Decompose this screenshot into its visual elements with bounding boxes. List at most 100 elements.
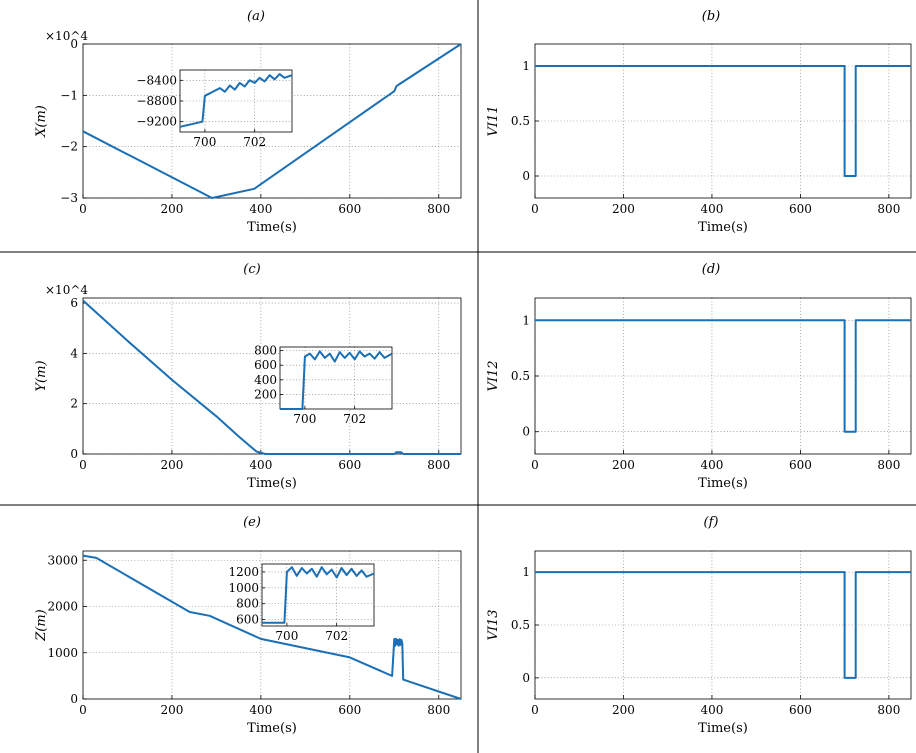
y-tick-label: 2 <box>70 397 78 411</box>
y-exponent-label: ×10^4 <box>45 283 88 297</box>
inset-y-tick-label: 200 <box>254 387 277 401</box>
inset-e: 700 702 600 800 1000 1200 <box>228 563 375 643</box>
y-exponent-label: ×10^4 <box>45 29 88 43</box>
y-tick-label: −1 <box>60 88 78 102</box>
x-tick-label: 400 <box>700 703 723 717</box>
y-axis-label: VI13 <box>486 609 501 640</box>
x-tick-label: 800 <box>877 703 900 717</box>
inset-a: 700 702 −8400 −8800 −9200 <box>136 69 293 149</box>
y-tick-label: −3 <box>60 191 78 205</box>
x-tick-label: 800 <box>877 458 900 472</box>
series-line <box>535 65 911 177</box>
x-tick-label: 0 <box>531 458 539 472</box>
x-tick-label: 200 <box>612 458 635 472</box>
inset-y-tick-label: −9200 <box>136 115 177 129</box>
x-tick-label: 0 <box>79 703 87 717</box>
y-tick-label: 1000 <box>47 646 78 660</box>
y-tick-label: 0 <box>522 425 530 439</box>
x-tick-label: 0 <box>79 458 87 472</box>
x-tick-label: 600 <box>789 703 812 717</box>
series-line <box>535 571 911 679</box>
panel-label: (b) <box>702 9 720 24</box>
y-axis-label: Y(m) <box>34 360 49 391</box>
y-axis-label: VI12 <box>486 360 501 391</box>
x-tick-label: 600 <box>789 202 812 216</box>
x-axis-label: Time(s) <box>247 220 297 235</box>
y-tick-label: 1 <box>522 59 530 73</box>
series-line <box>82 43 462 199</box>
plot-frame <box>82 43 462 199</box>
x-tick-label: 600 <box>338 703 361 717</box>
plot-frame <box>534 550 912 700</box>
plot-frame <box>534 297 912 455</box>
panel-d: (d) 0 200 400 600 800 0 0.5 1 Time(s) VI12 <box>486 262 912 491</box>
panel-f: (f) 0 200 400 600 800 0 0.5 1 Time(s) VI13 <box>486 515 912 736</box>
inset-series-line <box>262 566 375 624</box>
inset-y-tick-label: 800 <box>236 597 259 611</box>
x-tick-label: 200 <box>160 458 183 472</box>
inset-x-tick-label: 702 <box>343 412 366 426</box>
panel-a: (a)0 200 400 600 800−3−2−10×10^4Time(s)X(m)7… <box>34 9 462 235</box>
y-tick-label: 0 <box>522 671 530 685</box>
panel-e: (e) 0 200 400 600 800 0 1000 2000 3000 Time(s) Z(m)… <box>34 515 462 736</box>
y-tick-label: 0 <box>70 447 78 461</box>
x-tick-label: 800 <box>427 458 450 472</box>
inset-frame <box>279 346 393 410</box>
x-tick-label: 200 <box>160 202 183 216</box>
series-line <box>535 319 911 433</box>
x-axis-label: Time(s) <box>247 721 297 736</box>
y-tick-label: 0.5 <box>511 114 530 128</box>
x-tick-label: 800 <box>427 202 450 216</box>
y-tick-label: 2000 <box>47 600 78 614</box>
plot-frame <box>82 550 462 700</box>
y-axis-label: X(m) <box>34 105 49 138</box>
panel-label: (f) <box>704 515 719 530</box>
y-tick-label: 0.5 <box>511 618 530 632</box>
y-tick-label: 0 <box>70 692 78 706</box>
x-axis-label: Time(s) <box>247 476 297 491</box>
y-tick-label: 1 <box>522 313 530 327</box>
x-tick-label: 200 <box>612 703 635 717</box>
x-tick-label: 200 <box>160 703 183 717</box>
y-tick-label: 3000 <box>47 553 78 567</box>
inset-x-tick-label: 700 <box>193 135 216 149</box>
plot-frame <box>534 43 912 199</box>
x-tick-label: 600 <box>789 458 812 472</box>
x-tick-label: 0 <box>79 202 87 216</box>
y-tick-label: 4 <box>70 346 78 360</box>
inset-y-tick-label: 1200 <box>228 565 259 579</box>
x-tick-label: 400 <box>700 458 723 472</box>
x-tick-label: 400 <box>249 458 272 472</box>
y-axis-label: Z(m) <box>34 609 49 642</box>
inset-y-tick-label: 600 <box>236 613 259 627</box>
inset-y-tick-label: 600 <box>254 358 277 372</box>
x-tick-label: 600 <box>338 458 361 472</box>
inset-y-tick-label: 800 <box>254 344 277 358</box>
x-tick-label: 400 <box>249 202 272 216</box>
y-tick-label: 1 <box>522 565 530 579</box>
y-tick-label: 0 <box>522 169 530 183</box>
inset-y-tick-label: 400 <box>254 373 277 387</box>
inset-x-tick-label: 700 <box>293 412 316 426</box>
panel-b: (b) 0 200 400 600 800 0 0.5 1 Time(s) VI11 <box>486 9 912 235</box>
inset-y-tick-label: −8400 <box>136 73 177 87</box>
x-tick-label: 800 <box>427 703 450 717</box>
series-line <box>82 554 462 700</box>
y-axis-label: VI11 <box>486 105 501 136</box>
x-axis-label: Time(s) <box>698 476 748 491</box>
panel-label: (d) <box>702 262 720 277</box>
inset-series-line <box>179 73 293 128</box>
inset-y-tick-label: 1000 <box>228 581 259 595</box>
series-line <box>82 299 461 455</box>
x-axis-label: Time(s) <box>698 220 748 235</box>
x-tick-label: 400 <box>700 202 723 216</box>
inset-x-tick-label: 700 <box>275 629 298 643</box>
inset-x-tick-label: 702 <box>243 135 266 149</box>
panel-label: (c) <box>243 262 260 277</box>
inset-y-tick-label: −8800 <box>136 94 177 108</box>
inset-x-tick-label: 702 <box>325 629 348 643</box>
y-tick-label: 0.5 <box>511 369 530 383</box>
